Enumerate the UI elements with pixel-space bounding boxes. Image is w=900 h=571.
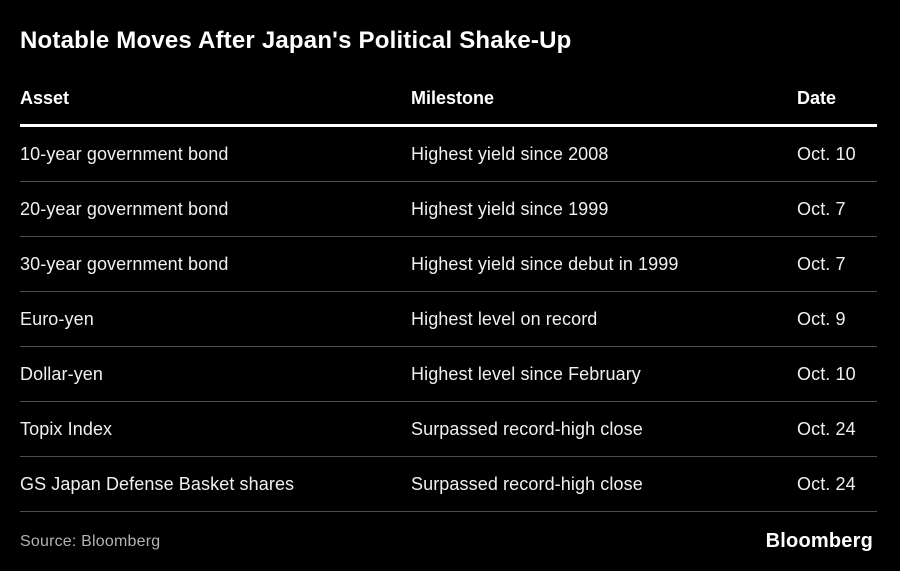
asset-cell: GS Japan Defense Basket shares — [20, 473, 295, 494]
column-header-asset: Asset — [20, 88, 70, 108]
table-row: Euro-yen Highest level on record Oct. 9 — [20, 292, 877, 347]
asset-cell: 10-year government bond — [20, 143, 229, 164]
milestone-cell: Highest yield since debut in 1999 — [411, 253, 679, 274]
milestone-cell: Highest level since February — [411, 363, 641, 384]
column-header-date: Date — [797, 88, 837, 108]
source-attribution: Source: Bloomberg — [20, 532, 161, 550]
asset-cell: Topix Index — [20, 418, 113, 439]
milestone-cell: Highest yield since 1999 — [411, 198, 609, 219]
date-cell: Oct. 9 — [797, 308, 846, 329]
table-row: Topix Index Surpassed record-high close … — [20, 402, 877, 457]
date-cell: Oct. 7 — [797, 253, 846, 274]
table-row: GS Japan Defense Basket shares Surpassed… — [20, 457, 877, 512]
table-row: Dollar-yen Highest level since February … — [20, 347, 877, 402]
asset-cell: 20-year government bond — [20, 198, 229, 219]
bloomberg-logo: Bloomberg — [765, 530, 873, 552]
asset-cell: 30-year government bond — [20, 253, 229, 274]
date-cell: Oct. 24 — [797, 418, 856, 439]
table-header-row: Asset Milestone Date — [20, 53, 877, 127]
column-header-milestone: Milestone — [411, 88, 495, 108]
date-cell: Oct. 24 — [797, 473, 856, 494]
milestone-cell: Surpassed record-high close — [411, 473, 643, 494]
milestone-cell: Highest yield since 2008 — [411, 143, 609, 164]
milestone-cell: Surpassed record-high close — [411, 418, 643, 439]
table-row: 10-year government bond Highest yield si… — [20, 127, 877, 182]
asset-cell: Dollar-yen — [20, 363, 104, 384]
milestone-cell: Highest level on record — [411, 308, 598, 329]
table-row: 30-year government bond Highest yield si… — [20, 237, 877, 292]
date-cell: Oct. 10 — [797, 143, 856, 164]
page-title: Notable Moves After Japan's Political Sh… — [20, 27, 572, 54]
date-cell: Oct. 7 — [797, 198, 846, 219]
asset-cell: Euro-yen — [20, 308, 94, 329]
chart-footer: Source: Bloomberg Bloomberg — [0, 512, 900, 571]
table-row: 20-year government bond Highest yield si… — [20, 182, 877, 237]
data-table: Asset Milestone Date 10-year government … — [20, 53, 877, 512]
date-cell: Oct. 10 — [797, 363, 856, 384]
